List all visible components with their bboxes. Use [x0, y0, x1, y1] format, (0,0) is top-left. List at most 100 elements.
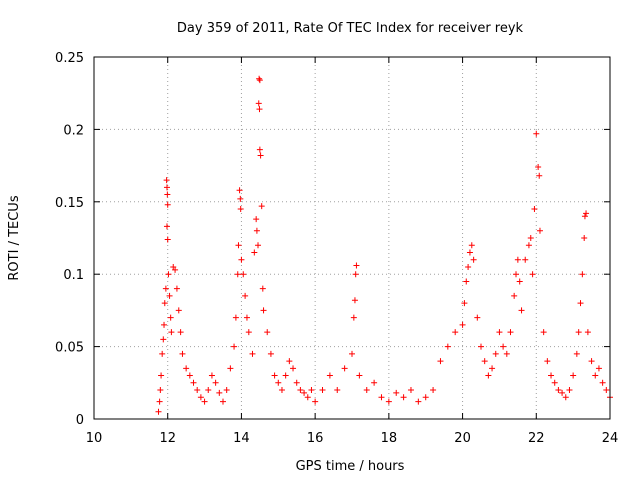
- data-point: [260, 307, 267, 314]
- data-point: [581, 235, 588, 241]
- data-point: [297, 387, 304, 394]
- data-point: [465, 263, 472, 270]
- x-tick-label: 16: [307, 431, 324, 446]
- data-point: [349, 350, 355, 357]
- data-point: [559, 389, 566, 396]
- data-point: [157, 387, 164, 394]
- data-point: [236, 187, 243, 194]
- data-point: [544, 358, 551, 365]
- data-point: [234, 271, 241, 278]
- data-point: [201, 398, 208, 405]
- data-point: [536, 172, 543, 179]
- data-point: [319, 387, 326, 394]
- data-point: [562, 394, 569, 401]
- data-point: [513, 271, 520, 278]
- data-point: [167, 314, 174, 321]
- data-point: [522, 256, 529, 263]
- plot-frame: [93, 56, 611, 420]
- data-point: [356, 372, 363, 379]
- data-point: [334, 387, 341, 394]
- data-point: [470, 256, 477, 263]
- data-point: [452, 329, 459, 336]
- data-point: [407, 387, 414, 394]
- data-point: [238, 256, 245, 263]
- data-point: [212, 379, 219, 386]
- data-point: [525, 242, 532, 249]
- data-point: [256, 77, 263, 84]
- data-point: [507, 329, 514, 336]
- data-point: [173, 285, 180, 292]
- data-point: [164, 236, 171, 243]
- data-point: [168, 329, 175, 336]
- data-point: [415, 398, 422, 405]
- data-point: [577, 300, 584, 307]
- data-point: [603, 387, 610, 394]
- data-point: [166, 292, 173, 299]
- data-point: [243, 314, 250, 321]
- y-tick-label: 0.25: [55, 51, 84, 66]
- data-point: [237, 206, 244, 213]
- data-point: [595, 365, 602, 372]
- data-point: [312, 398, 319, 405]
- x-tick-label: 10: [86, 431, 103, 446]
- data-point: [245, 329, 252, 336]
- data-point: [231, 343, 238, 350]
- data-point: [531, 206, 538, 213]
- x-tick-label: 12: [159, 431, 176, 446]
- data-point: [257, 152, 264, 159]
- data-point: [197, 394, 204, 401]
- data-point: [492, 350, 499, 357]
- data-point: [301, 389, 308, 396]
- data-point: [468, 242, 475, 249]
- data-point: [555, 387, 562, 394]
- data-point: [341, 365, 348, 372]
- data-point: [177, 329, 184, 336]
- data-point: [194, 387, 201, 394]
- data-point: [159, 350, 166, 357]
- data-point: [378, 394, 385, 401]
- data-point: [190, 379, 197, 386]
- data-point: [162, 285, 169, 292]
- data-point: [161, 321, 168, 328]
- data-point: [583, 210, 590, 217]
- data-point: [240, 271, 247, 278]
- data-point: [158, 372, 165, 379]
- data-point: [165, 271, 172, 278]
- data-point: [161, 300, 168, 307]
- data-point: [393, 389, 400, 396]
- data-point: [511, 292, 518, 299]
- data-point: [351, 297, 358, 304]
- data-point: [282, 372, 289, 379]
- data-point: [584, 329, 591, 336]
- data-point: [463, 278, 470, 285]
- data-point: [599, 379, 606, 386]
- data-point: [183, 365, 190, 372]
- data-point: [581, 213, 588, 220]
- data-point: [172, 266, 179, 273]
- data-point: [227, 365, 234, 372]
- data-point: [175, 307, 182, 314]
- data-point: [518, 307, 525, 314]
- data-point: [251, 249, 258, 256]
- data-point: [232, 314, 239, 321]
- data-point: [353, 262, 360, 269]
- chart-title: Day 359 of 2011, Rate Of TEC Index for r…: [177, 21, 524, 36]
- data-point: [371, 379, 378, 386]
- data-point: [163, 177, 170, 184]
- y-tick-label: 0.15: [55, 196, 84, 211]
- data-point: [474, 314, 481, 321]
- x-tick-label: 24: [602, 431, 619, 446]
- data-point: [271, 372, 278, 379]
- data-point: [570, 372, 577, 379]
- data-point: [216, 389, 223, 396]
- data-point: [527, 235, 534, 241]
- y-tick-label: 0.2: [63, 123, 84, 138]
- data-point: [253, 227, 260, 234]
- data-point: [430, 387, 437, 394]
- x-axis-label: GPS time / hours: [296, 459, 405, 474]
- data-point: [540, 329, 547, 336]
- data-point: [444, 343, 451, 350]
- data-point: [286, 358, 293, 365]
- data-point: [186, 372, 193, 379]
